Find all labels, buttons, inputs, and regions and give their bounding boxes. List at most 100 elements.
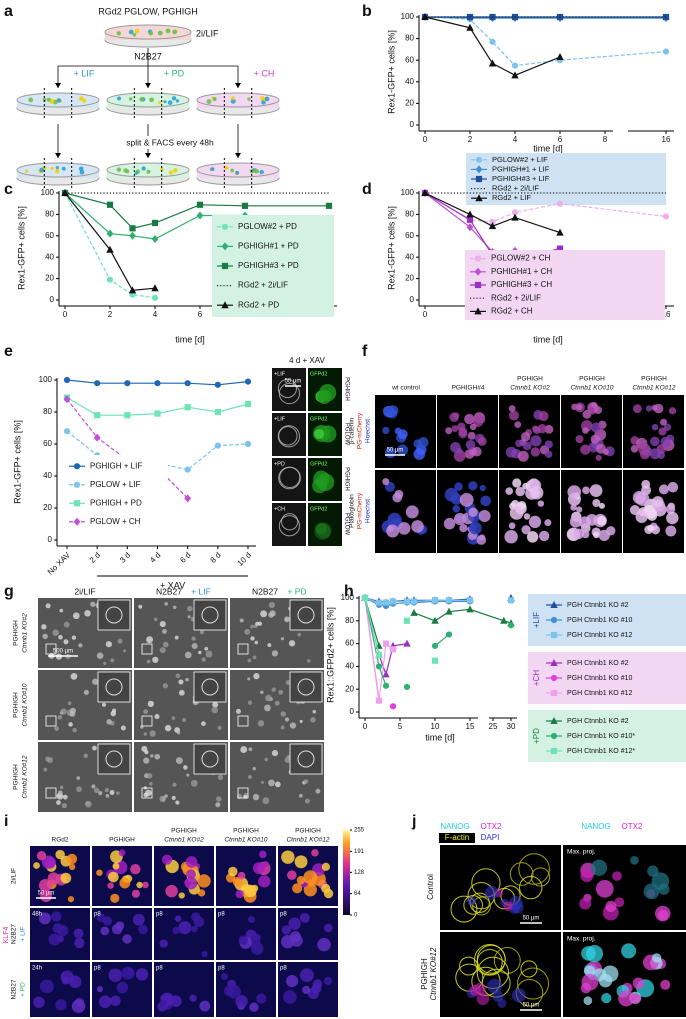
cell	[473, 943, 506, 976]
cell	[110, 658, 115, 663]
cell	[466, 896, 476, 906]
cell	[443, 517, 456, 530]
cell	[411, 520, 424, 533]
condition-tag: +PD	[274, 461, 285, 467]
cell	[62, 794, 68, 800]
cell	[105, 793, 110, 798]
cell	[382, 426, 390, 435]
micrograph	[561, 470, 622, 553]
cell	[529, 486, 544, 500]
zoom-box	[237, 787, 249, 799]
cell	[575, 435, 584, 444]
cell	[217, 774, 224, 781]
y-tick-label: 60	[405, 55, 414, 64]
x-axis-label: time [d]	[175, 334, 205, 344]
channel-tag: GFPd2	[310, 371, 327, 377]
cell	[110, 893, 120, 903]
cell	[598, 529, 610, 542]
cell	[315, 522, 328, 535]
cell	[185, 677, 189, 682]
cell	[614, 897, 625, 908]
cell	[585, 513, 598, 526]
cell	[146, 636, 154, 644]
y-tick-label: 100	[341, 593, 355, 602]
cell	[57, 715, 63, 720]
legend-label: PGH Ctnnb1 KO #10*	[567, 733, 635, 740]
cell	[230, 168, 235, 173]
legend-label: RGd2 + 2i/LIF	[492, 184, 539, 193]
image-tag: Max. proj.	[567, 936, 596, 943]
cell	[288, 917, 301, 931]
micrograph	[308, 503, 342, 546]
channel-tag: GFPd2	[310, 461, 327, 467]
column-header: RGd2	[52, 837, 69, 844]
inset	[193, 599, 227, 631]
cell	[162, 683, 168, 689]
cell	[197, 874, 211, 888]
zoom-box	[45, 787, 57, 799]
data-point	[403, 683, 411, 691]
cell	[146, 169, 151, 174]
x-tick-label: 15	[466, 722, 475, 731]
legend-marker	[73, 463, 81, 470]
cell	[605, 900, 617, 912]
cell	[658, 883, 670, 895]
cell	[260, 690, 264, 695]
cell	[191, 912, 201, 922]
cell	[139, 96, 145, 102]
x-axis-label: time [d]	[533, 334, 563, 344]
data-point	[410, 608, 418, 616]
cell	[102, 916, 113, 926]
data-point	[556, 52, 564, 60]
cell	[237, 871, 246, 880]
cell	[244, 628, 251, 635]
cell	[132, 913, 145, 926]
data-point	[129, 225, 136, 232]
cell	[660, 979, 671, 990]
cell	[264, 96, 270, 102]
y-tick-label: 40	[43, 471, 52, 480]
micrograph	[272, 413, 306, 456]
data-point	[466, 23, 474, 31]
cell	[135, 968, 149, 981]
cell	[221, 973, 228, 980]
cell	[445, 427, 453, 435]
cell	[471, 868, 501, 898]
colorbar	[343, 830, 350, 915]
cell	[148, 781, 153, 786]
data-point	[244, 378, 252, 385]
cell	[512, 478, 522, 488]
inset	[97, 599, 131, 631]
row-label: PGHIGH	[420, 958, 429, 990]
condition-tag: +LIF	[274, 416, 286, 422]
cell	[569, 515, 582, 528]
cell	[46, 97, 51, 102]
cell	[479, 534, 486, 541]
cell	[176, 731, 181, 735]
legend-group-label: +PD	[532, 728, 541, 744]
inset	[97, 671, 131, 703]
y-tick-label: 100	[401, 188, 415, 197]
data-point	[63, 395, 71, 404]
cell	[186, 605, 193, 612]
cell	[159, 620, 166, 628]
cell	[217, 725, 222, 730]
cell	[665, 525, 677, 537]
cell	[146, 659, 151, 664]
cell	[621, 943, 637, 959]
column-header: Ctnnb1 KO#2	[510, 385, 550, 392]
cell	[247, 97, 251, 101]
cell	[239, 618, 244, 623]
cell	[311, 849, 319, 857]
legend-marker	[550, 732, 558, 740]
cell	[450, 895, 478, 923]
cell	[479, 484, 486, 492]
cell	[417, 437, 429, 448]
cell	[544, 424, 554, 434]
cell	[321, 862, 330, 871]
cell	[71, 635, 77, 640]
cell	[284, 617, 288, 622]
cell	[68, 722, 73, 727]
cell	[252, 793, 260, 801]
